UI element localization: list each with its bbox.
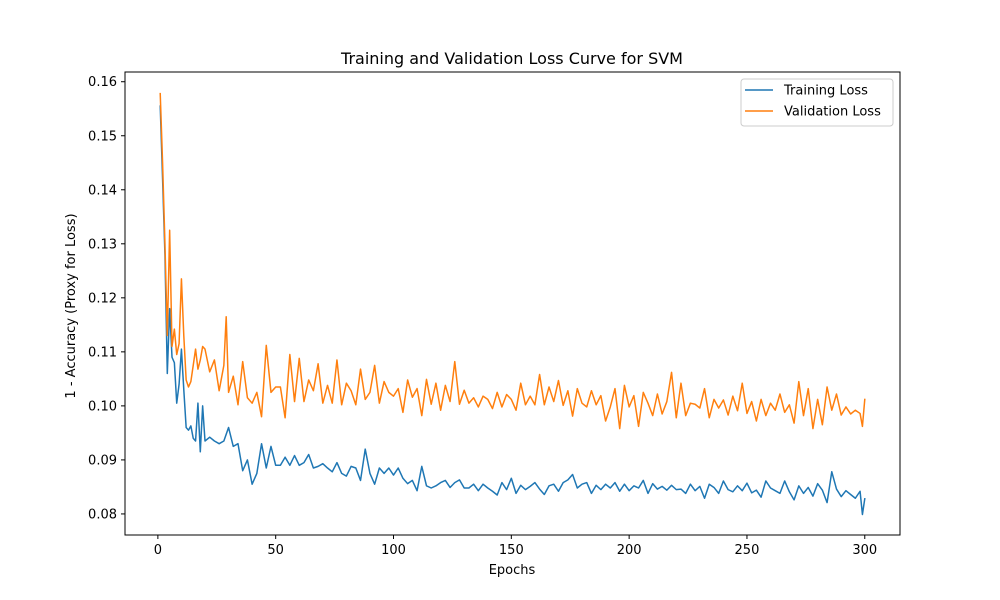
y-tick-label: 0.16 — [88, 75, 117, 90]
y-tick-label: 0.12 — [88, 291, 117, 306]
y-tick-label: 0.13 — [88, 237, 117, 252]
x-tick-label: 100 — [381, 543, 406, 558]
plot-area: 0 50 100 150 200 250 300 0.08 0.09 0.10 0.11 0.12 0.… — [88, 71, 901, 558]
axes-frame — [124, 71, 901, 536]
y-tick-label: 0.08 — [88, 507, 117, 522]
x-tick-label: 150 — [499, 543, 524, 558]
legend: Training Loss Validation Loss — [740, 78, 894, 127]
x-tick-label: 0 — [154, 543, 162, 558]
series-line-validation-loss — [159, 92, 866, 430]
y-tick-label: 0.11 — [88, 345, 117, 360]
chart-title: Training and Validation Loss Curve for S… — [340, 49, 683, 68]
x-tick-label: 200 — [617, 543, 642, 558]
y-tick-label: 0.10 — [88, 399, 117, 414]
x-tick-label: 250 — [735, 543, 760, 558]
y-axis-label: 1 - Accuracy (Proxy for Loss) — [64, 213, 79, 398]
y-tick-label: 0.15 — [88, 129, 117, 144]
legend-label-training-loss: Training Loss — [783, 84, 868, 99]
x-axis-label: Epochs — [489, 563, 536, 578]
series-line-training-loss — [159, 105, 866, 516]
legend-label-validation-loss: Validation Loss — [784, 105, 881, 120]
x-tick-label: 50 — [267, 543, 284, 558]
y-tick-label: 0.14 — [88, 183, 117, 198]
x-tick-label: 300 — [852, 543, 877, 558]
legend-box — [740, 78, 894, 127]
y-tick-label: 0.09 — [88, 453, 117, 468]
